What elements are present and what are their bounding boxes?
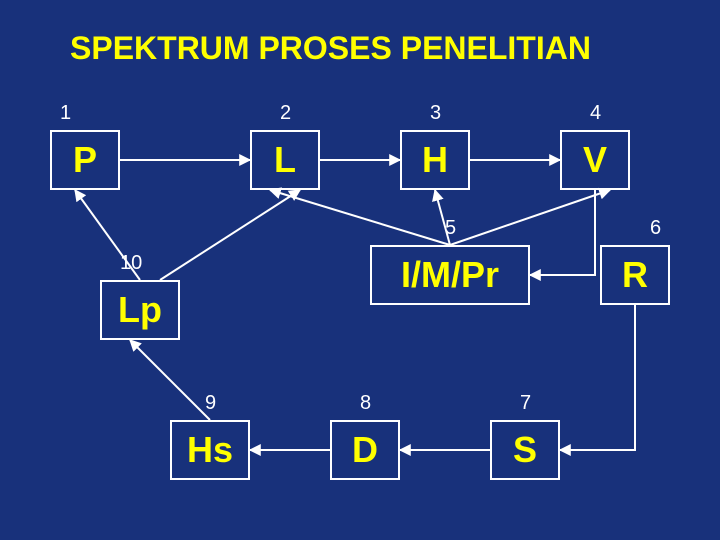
node-number: 4 — [590, 102, 601, 125]
node-number: 5 — [445, 217, 456, 240]
diagram-title: SPEKTRUM PROSES PENELITIAN — [70, 30, 591, 67]
node-S: S — [490, 420, 560, 480]
node-number: 2 — [280, 102, 291, 125]
edge-IMPr-L — [270, 190, 450, 245]
node-number: 3 — [430, 102, 441, 125]
node-label: H — [422, 139, 448, 181]
node-number: 6 — [650, 217, 661, 240]
node-number: 9 — [205, 392, 216, 415]
node-R: R — [600, 245, 670, 305]
node-label: L — [274, 139, 296, 181]
node-P: P — [50, 130, 120, 190]
node-label: Lp — [118, 289, 162, 331]
edge-V-IMPr — [530, 190, 595, 275]
node-label: R — [622, 254, 648, 296]
node-H: H — [400, 130, 470, 190]
node-label: P — [73, 139, 97, 181]
node-Hs: Hs — [170, 420, 250, 480]
node-label: V — [583, 139, 607, 181]
edge-Hs-Lp — [130, 340, 210, 420]
node-number: 7 — [520, 392, 531, 415]
node-label: Hs — [187, 429, 233, 471]
node-IMPr: I/M/Pr — [370, 245, 530, 305]
node-label: I/M/Pr — [401, 254, 499, 296]
node-Lp: Lp — [100, 280, 180, 340]
node-number: 8 — [360, 392, 371, 415]
node-D: D — [330, 420, 400, 480]
edge-IMPr-V — [450, 190, 610, 245]
node-number: 10 — [120, 252, 142, 275]
node-L: L — [250, 130, 320, 190]
node-V: V — [560, 130, 630, 190]
node-label: S — [513, 429, 537, 471]
node-label: D — [352, 429, 378, 471]
edge-R-S — [560, 305, 635, 450]
node-number: 1 — [60, 102, 71, 125]
edge-Lp-L — [160, 190, 300, 280]
